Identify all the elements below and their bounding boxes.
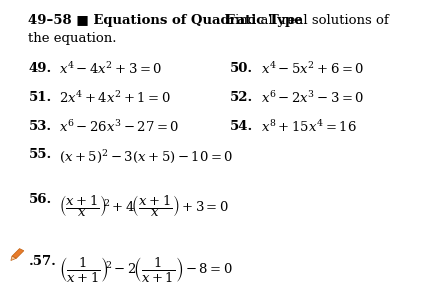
- Text: 52.: 52.: [230, 91, 253, 103]
- Text: 56.: 56.: [28, 193, 52, 206]
- Text: 49–58 ■ Equations of Quadratic Type: 49–58 ■ Equations of Quadratic Type: [28, 14, 303, 27]
- Text: 51.: 51.: [28, 91, 52, 103]
- Text: 49.: 49.: [28, 62, 52, 75]
- Text: $2x^4 + 4x^2 + 1 = 0$: $2x^4 + 4x^2 + 1 = 0$: [59, 91, 171, 107]
- Text: 55.: 55.: [28, 148, 52, 161]
- Text: .57.: .57.: [28, 255, 57, 268]
- Text: $(x + 5)^2 - 3(x + 5) - 10 = 0$: $(x + 5)^2 - 3(x + 5) - 10 = 0$: [59, 148, 233, 165]
- Text: the equation.: the equation.: [28, 32, 117, 45]
- Text: 53.: 53.: [28, 120, 52, 132]
- Text: $x^6 - 26x^3 - 27 = 0$: $x^6 - 26x^3 - 27 = 0$: [59, 120, 179, 136]
- Text: $x^6 - 2x^3 - 3 = 0$: $x^6 - 2x^3 - 3 = 0$: [261, 91, 364, 107]
- Text: 54.: 54.: [230, 120, 253, 132]
- Text: $\left(\dfrac{1}{x+1}\right)^{\!\!2} - 2\!\left(\dfrac{1}{x+1}\right) - 8 = 0$: $\left(\dfrac{1}{x+1}\right)^{\!\!2} - 2…: [59, 255, 233, 284]
- Text: 50.: 50.: [230, 62, 253, 75]
- Text: $x^4 - 5x^2 + 6 = 0$: $x^4 - 5x^2 + 6 = 0$: [261, 62, 364, 78]
- Text: $\left(\dfrac{x+1}{x}\right)^{\!\!2} + 4\!\left(\dfrac{x+1}{x}\right) + 3 = 0$: $\left(\dfrac{x+1}{x}\right)^{\!\!2} + 4…: [59, 193, 229, 219]
- Text: $x^8 + 15x^4 = 16$: $x^8 + 15x^4 = 16$: [261, 120, 357, 136]
- Text: $x^4 - 4x^2 + 3 = 0$: $x^4 - 4x^2 + 3 = 0$: [59, 62, 162, 78]
- Text: Find all real solutions of: Find all real solutions of: [226, 14, 389, 27]
